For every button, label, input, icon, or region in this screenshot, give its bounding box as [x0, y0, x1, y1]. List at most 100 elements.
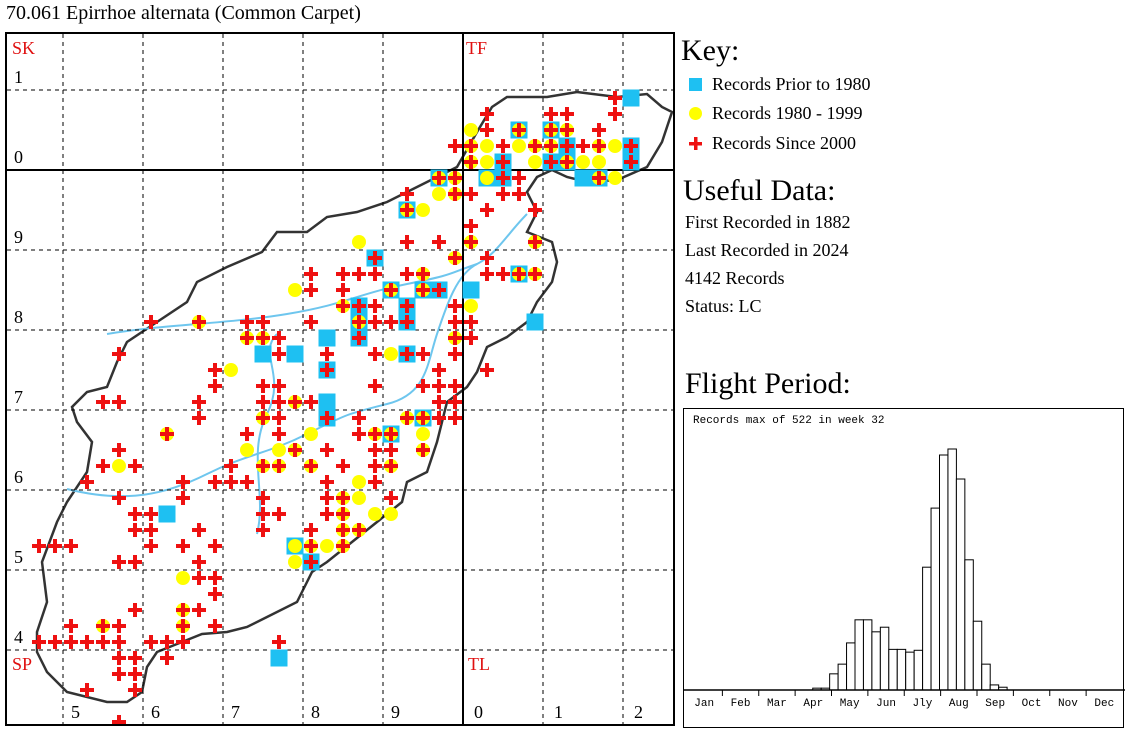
month-label: Jun: [876, 698, 896, 710]
week-bar: [989, 684, 1000, 691]
record-since-2000: [272, 395, 286, 409]
record-since-2000: [528, 235, 542, 249]
record-1980-1999: [320, 539, 334, 553]
record-tetrad: [398, 345, 416, 363]
record-tetrad: [382, 281, 400, 299]
record-tetrad: [400, 235, 414, 249]
record-since-2000: [256, 395, 270, 409]
record-tetrad: [336, 491, 350, 505]
record-since-2000: [448, 251, 462, 265]
record-tetrad: [208, 379, 222, 393]
record-since-2000: [368, 475, 382, 489]
record-since-2000: [448, 347, 462, 361]
record-since-2000: [304, 523, 318, 537]
month-label: Nov: [1058, 698, 1078, 710]
record-tetrad: [384, 491, 398, 505]
record-since-2000: [208, 379, 222, 393]
record-since-2000: [96, 619, 110, 633]
record-tetrad: [272, 395, 286, 409]
record-tetrad: [494, 153, 512, 171]
record-tetrad: [608, 107, 622, 121]
record-tetrad: [128, 459, 142, 473]
month-label: Sep: [985, 698, 1005, 710]
record-tetrad: [96, 395, 110, 409]
record-tetrad: [448, 251, 462, 265]
record-since-2000: [416, 347, 430, 361]
record-tetrad: [448, 171, 462, 185]
record-tetrad: [176, 619, 190, 633]
month-label: May: [840, 698, 860, 710]
record-tetrad: [192, 411, 206, 425]
record-tetrad: [558, 153, 576, 171]
record-tetrad: [384, 507, 398, 521]
record-since-2000: [544, 139, 558, 153]
useful-data-heading: Useful Data:: [683, 174, 836, 207]
record-since-2000: [208, 619, 222, 633]
record-tetrad: [318, 329, 336, 347]
record-since-2000: [256, 507, 270, 521]
record-since-2000: [336, 267, 350, 281]
record-tetrad: [368, 475, 382, 489]
record-tetrad: [304, 283, 318, 297]
record-tetrad: [448, 139, 462, 153]
record-tetrad: [574, 169, 592, 187]
record-tetrad: [430, 281, 448, 299]
record-since-2000: [320, 507, 334, 521]
record-since-2000: [48, 635, 62, 649]
record-since-2000: [304, 539, 318, 553]
chart-canvas: Jan Feb Mar Apr May Jun Jly Aug Sep Oct Nov Dec: [684, 448, 1125, 710]
record-tetrad: [320, 347, 334, 361]
week-bar: [913, 649, 924, 691]
record-since-2000: [432, 379, 446, 393]
record-tetrad: [416, 379, 430, 393]
record-since-2000: [368, 443, 382, 457]
record-since-2000: [128, 523, 142, 537]
record-since-2000: [592, 139, 606, 153]
record-since-2000: [112, 635, 126, 649]
record-since-2000: [432, 395, 446, 409]
record-tetrad: [368, 347, 382, 361]
record-since-2000: [400, 267, 414, 281]
record-tetrad: [256, 315, 270, 329]
record-since-2000: [192, 411, 206, 425]
record-prior-1980: [158, 505, 176, 523]
record-tetrad: [144, 315, 158, 329]
week-bar: [939, 454, 949, 691]
record-tetrad: [622, 89, 640, 107]
key-item-since-2000: Records Since 2000: [689, 133, 856, 154]
record-since-2000: [192, 315, 206, 329]
record-since-2000: [448, 315, 462, 329]
week-bar: [981, 663, 991, 691]
record-since-2000: [576, 139, 590, 153]
record-since-2000: [128, 603, 142, 617]
record-since-2000: [464, 187, 478, 201]
record-tetrad: [112, 619, 126, 633]
record-since-2000: [512, 187, 526, 201]
record-since-2000: [144, 507, 158, 521]
record-tetrad: [336, 459, 350, 473]
record-tetrad: [128, 683, 142, 697]
record-tetrad: [192, 315, 206, 329]
record-since-2000: [64, 619, 78, 633]
record-since-2000: [176, 635, 190, 649]
record-tetrad: [256, 523, 270, 537]
record-tetrad: [592, 155, 606, 169]
record-since-2000: [480, 123, 494, 137]
record-since-2000: [400, 187, 414, 201]
record-since-2000: [592, 123, 606, 137]
record-since-2000: [96, 395, 110, 409]
record-since-2000: [112, 651, 126, 665]
record-since-2000: [160, 427, 174, 441]
record-tetrad: [528, 155, 542, 169]
record-tetrad: [416, 267, 430, 281]
record-1980-1999: [608, 171, 622, 185]
record-tetrad: [512, 139, 526, 153]
record-since-2000: [144, 315, 158, 329]
record-tetrad: [32, 539, 46, 553]
record-since-2000: [496, 139, 510, 153]
record-since-2000: [352, 523, 366, 537]
record-since-2000: [240, 427, 254, 441]
record-tetrad: [608, 91, 622, 105]
record-since-2000: [400, 235, 414, 249]
record-tetrad: [256, 395, 270, 409]
